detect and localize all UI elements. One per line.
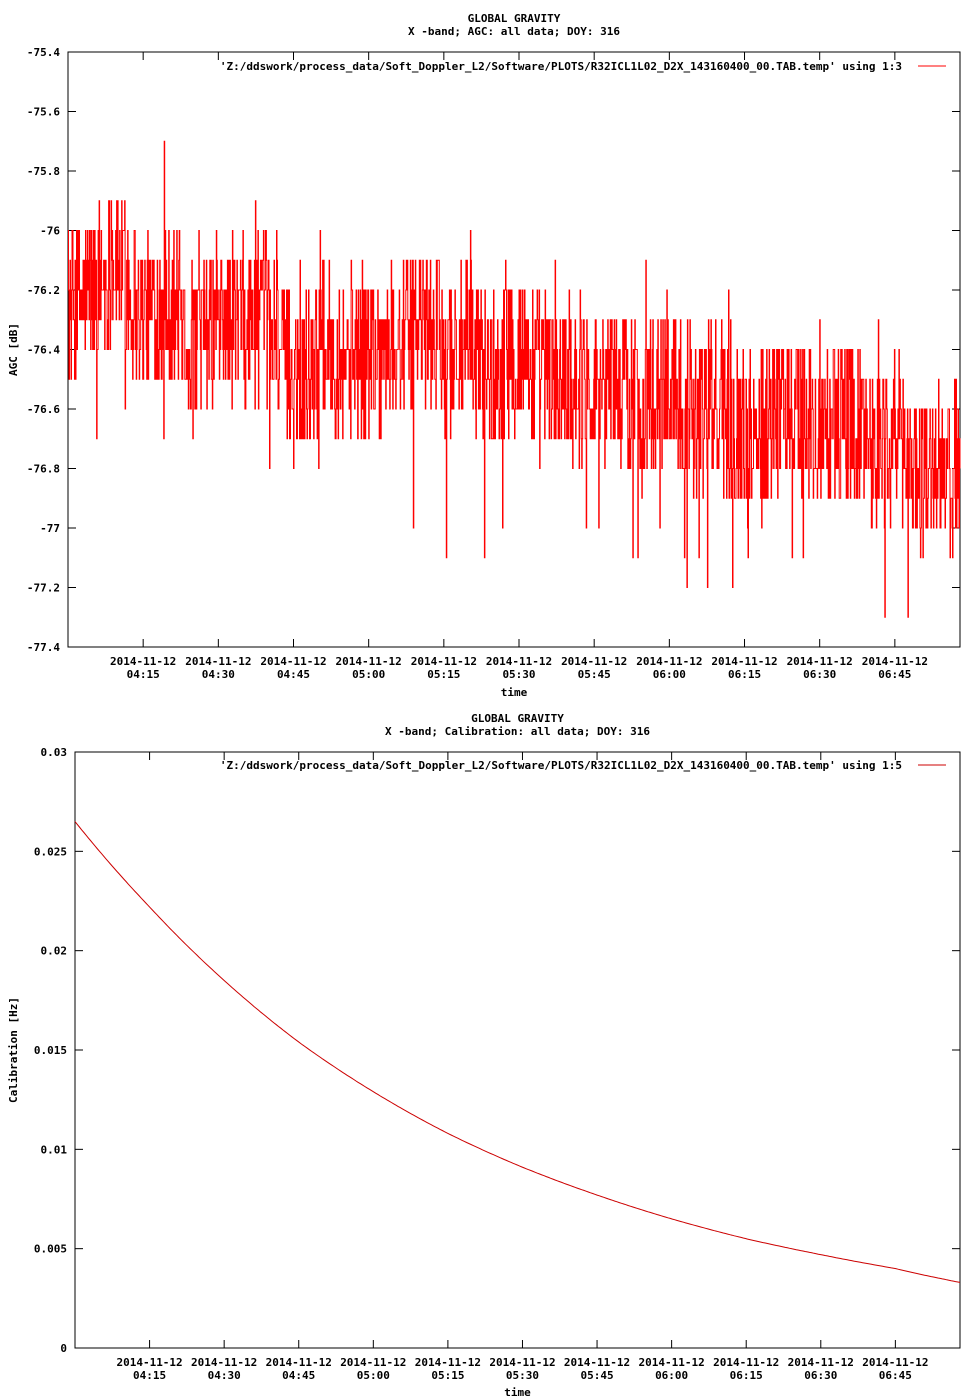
x-tick-date-label: 2014-11-12	[713, 1356, 779, 1369]
x-tick-date-label: 2014-11-12	[636, 655, 702, 668]
x-tick-date-label: 2014-11-12	[787, 655, 853, 668]
legend-label: 'Z:/ddswork/process_data/Soft_Doppler_L2…	[220, 759, 902, 772]
x-tick-time-label: 06:45	[878, 668, 911, 681]
x-tick-date-label: 2014-11-12	[185, 655, 251, 668]
y-tick-label: -76.2	[27, 284, 60, 297]
x-tick-time-label: 04:30	[208, 1369, 241, 1382]
y-tick-label: -76.8	[27, 463, 60, 476]
chart-title: GLOBAL GRAVITY	[468, 12, 561, 25]
y-tick-label: -75.4	[27, 46, 60, 59]
x-tick-date-label: 2014-11-12	[862, 1356, 928, 1369]
x-tick-time-label: 06:30	[804, 1369, 837, 1382]
chart-title: GLOBAL GRAVITY	[471, 712, 564, 725]
x-tick-time-label: 06:00	[653, 668, 686, 681]
x-tick-date-label: 2014-11-12	[415, 1356, 481, 1369]
series-line-calibration	[74, 821, 961, 1283]
x-tick-time-label: 05:00	[352, 668, 385, 681]
x-tick-time-label: 04:30	[202, 668, 235, 681]
x-tick-date-label: 2014-11-12	[561, 655, 627, 668]
y-axis-label: AGC [dB]	[7, 323, 20, 376]
y-tick-label: 0	[60, 1342, 67, 1355]
series-line-agc	[68, 140, 961, 618]
y-tick-label: -77.4	[27, 641, 60, 654]
x-tick-date-label: 2014-11-12	[336, 655, 402, 668]
legend-label: 'Z:/ddswork/process_data/Soft_Doppler_L2…	[220, 60, 902, 73]
x-tick-time-label: 05:30	[506, 1369, 539, 1382]
x-tick-time-label: 06:45	[879, 1369, 912, 1382]
x-tick-time-label: 05:15	[431, 1369, 464, 1382]
x-tick-date-label: 2014-11-12	[116, 1356, 182, 1369]
x-tick-time-label: 04:45	[277, 668, 310, 681]
x-tick-time-label: 05:00	[357, 1369, 390, 1382]
x-tick-time-label: 05:15	[427, 668, 460, 681]
y-tick-label: 0.01	[41, 1143, 68, 1156]
y-tick-label: 0.015	[34, 1044, 67, 1057]
x-tick-date-label: 2014-11-12	[489, 1356, 555, 1369]
x-tick-date-label: 2014-11-12	[862, 655, 928, 668]
x-tick-time-label: 04:15	[127, 668, 160, 681]
y-tick-label: -75.6	[27, 106, 60, 119]
y-tick-label: 0.005	[34, 1243, 67, 1256]
chart-subtitle: X -band; AGC: all data; DOY: 316	[408, 25, 620, 38]
x-tick-date-label: 2014-11-12	[411, 655, 477, 668]
y-axis-label: Calibration [Hz]	[7, 997, 20, 1103]
chart-subtitle: X -band; Calibration: all data; DOY: 316	[385, 725, 650, 738]
x-tick-time-label: 05:45	[578, 668, 611, 681]
x-axis-label: time	[501, 686, 528, 699]
y-tick-label: 0.025	[34, 845, 67, 858]
y-tick-label: -77.2	[27, 582, 60, 595]
y-tick-label: -76.4	[27, 344, 60, 357]
x-tick-date-label: 2014-11-12	[340, 1356, 406, 1369]
y-tick-label: -77	[40, 522, 60, 535]
x-axis-label: time	[504, 1386, 531, 1399]
x-tick-time-label: 06:15	[730, 1369, 763, 1382]
x-tick-date-label: 2014-11-12	[639, 1356, 705, 1369]
plot-frame	[74, 751, 961, 1349]
x-tick-date-label: 2014-11-12	[191, 1356, 257, 1369]
x-tick-date-label: 2014-11-12	[711, 655, 777, 668]
x-tick-time-label: 06:15	[728, 668, 761, 681]
x-tick-time-label: 05:30	[502, 668, 535, 681]
y-tick-label: -75.8	[27, 165, 60, 178]
x-tick-time-label: 06:00	[655, 1369, 688, 1382]
x-tick-date-label: 2014-11-12	[110, 655, 176, 668]
y-tick-label: 0.03	[41, 746, 68, 759]
x-tick-time-label: 05:45	[580, 1369, 613, 1382]
x-tick-time-label: 04:15	[133, 1369, 166, 1382]
x-tick-date-label: 2014-11-12	[266, 1356, 332, 1369]
x-tick-date-label: 2014-11-12	[788, 1356, 854, 1369]
y-tick-label: -76.6	[27, 403, 60, 416]
x-tick-date-label: 2014-11-12	[260, 655, 326, 668]
x-tick-time-label: 04:45	[282, 1369, 315, 1382]
x-tick-date-label: 2014-11-12	[564, 1356, 630, 1369]
x-tick-date-label: 2014-11-12	[486, 655, 552, 668]
y-tick-label: 0.02	[41, 945, 68, 958]
y-tick-label: -76	[40, 225, 60, 238]
x-tick-time-label: 06:30	[803, 668, 836, 681]
